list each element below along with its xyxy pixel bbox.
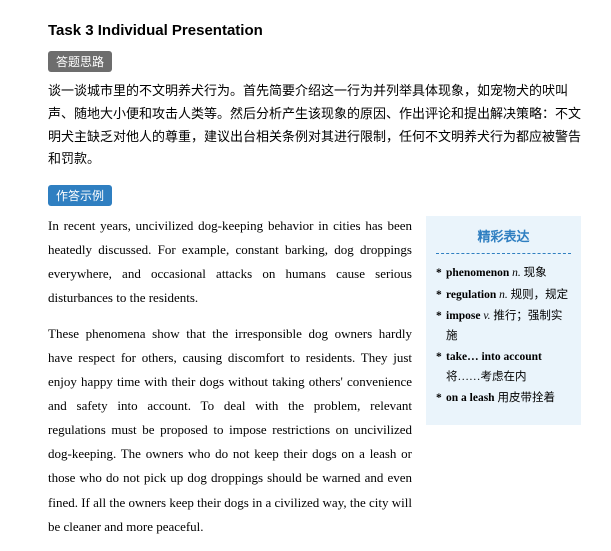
example-column: In recent years, uncivilized dog-keeping…: [48, 214, 412, 551]
sidebar-item: impose v. 推行；强制实施: [436, 307, 571, 346]
thinking-section: 答题思路 谈一谈城市里的不文明养犬行为。首先简要介绍这一行为并列举具体现象，如宠…: [48, 51, 581, 171]
thinking-text: 谈一谈城市里的不文明养犬行为。首先简要介绍这一行为并列举具体现象，如宠物犬的吠叫…: [48, 80, 581, 171]
sidebar-item: phenomenon n. 现象: [436, 264, 571, 284]
example-tag: 作答示例: [48, 185, 112, 206]
thinking-tag: 答题思路: [48, 51, 112, 72]
sidebar-item: on a leash 用皮带拴着: [436, 389, 571, 409]
sidebar-list: phenomenon n. 现象 regulation n. 规则，规定 imp…: [436, 264, 571, 409]
sidebar: 精彩表达 phenomenon n. 现象 regulation n. 规则，规…: [426, 216, 581, 425]
example-paragraph-2: These phenomena show that the irresponsi…: [48, 322, 412, 538]
content-columns: In recent years, uncivilized dog-keeping…: [48, 214, 581, 551]
task-title: Task 3 Individual Presentation: [48, 22, 581, 39]
sidebar-item: regulation n. 规则，规定: [436, 286, 571, 306]
sidebar-title: 精彩表达: [436, 226, 571, 254]
sidebar-item: take… into account 将……考虑在内: [436, 348, 571, 387]
example-paragraph-1: In recent years, uncivilized dog-keeping…: [48, 214, 412, 310]
